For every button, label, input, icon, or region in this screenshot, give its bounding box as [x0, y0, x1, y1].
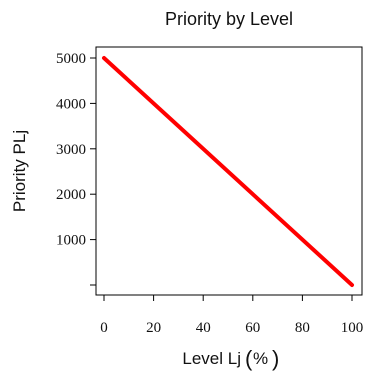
y-axis: 1000 2000 3000 4000 5000	[56, 51, 96, 286]
y-tick-label: 2000	[56, 187, 86, 203]
y-tick-label: 4000	[56, 96, 86, 112]
x-axis-label-close-paren: )	[272, 346, 279, 371]
y-tick-label: 3000	[56, 142, 86, 158]
plot-frame	[95, 46, 363, 296]
x-axis-label: Level Lj ( % )	[182, 346, 279, 371]
x-tick-label: 80	[295, 320, 310, 336]
x-axis: 0 20 40 60 80 100	[100, 295, 363, 336]
y-axis-label: Priority PLj	[10, 130, 29, 212]
y-tick-label: 5000	[56, 51, 86, 67]
x-axis-label-open-paren: (	[245, 346, 253, 371]
series-line	[102, 56, 354, 287]
x-tick-label: 0	[100, 320, 108, 336]
chart-title: Priority by Level	[165, 9, 293, 29]
y-tick-label: 1000	[56, 233, 86, 249]
x-tick-label: 100	[341, 320, 364, 336]
x-tick-label: 40	[196, 320, 211, 336]
series-layer	[102, 56, 354, 287]
x-axis-label-unit: %	[253, 349, 268, 368]
x-tick-label: 60	[245, 320, 260, 336]
x-axis-label-main: Level Lj	[182, 349, 241, 368]
x-tick-label: 20	[146, 320, 161, 336]
